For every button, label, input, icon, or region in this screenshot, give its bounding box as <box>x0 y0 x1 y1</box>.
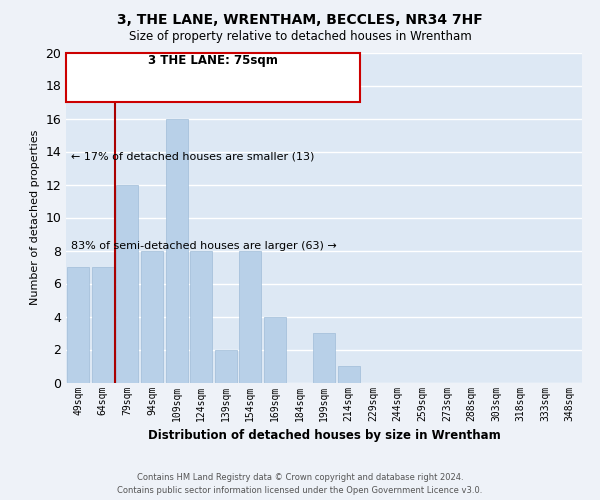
Y-axis label: Number of detached properties: Number of detached properties <box>30 130 40 305</box>
Bar <box>313 333 335 382</box>
Bar <box>116 184 139 382</box>
Bar <box>264 316 286 382</box>
Text: 3 THE LANE: 75sqm: 3 THE LANE: 75sqm <box>148 54 278 67</box>
Bar <box>141 250 163 382</box>
FancyBboxPatch shape <box>66 52 360 102</box>
X-axis label: Distribution of detached houses by size in Wrentham: Distribution of detached houses by size … <box>148 429 500 442</box>
Bar <box>92 267 114 382</box>
Text: 3, THE LANE, WRENTHAM, BECCLES, NR34 7HF: 3, THE LANE, WRENTHAM, BECCLES, NR34 7HF <box>117 12 483 26</box>
Bar <box>215 350 237 382</box>
Text: Size of property relative to detached houses in Wrentham: Size of property relative to detached ho… <box>128 30 472 43</box>
Bar <box>166 118 188 382</box>
Bar <box>239 250 262 382</box>
Text: 83% of semi-detached houses are larger (63) →: 83% of semi-detached houses are larger (… <box>71 240 337 250</box>
Text: Contains HM Land Registry data © Crown copyright and database right 2024.
Contai: Contains HM Land Registry data © Crown c… <box>118 473 482 495</box>
Bar <box>67 267 89 382</box>
Bar <box>190 250 212 382</box>
Text: ← 17% of detached houses are smaller (13): ← 17% of detached houses are smaller (13… <box>71 152 314 162</box>
Bar <box>338 366 359 382</box>
